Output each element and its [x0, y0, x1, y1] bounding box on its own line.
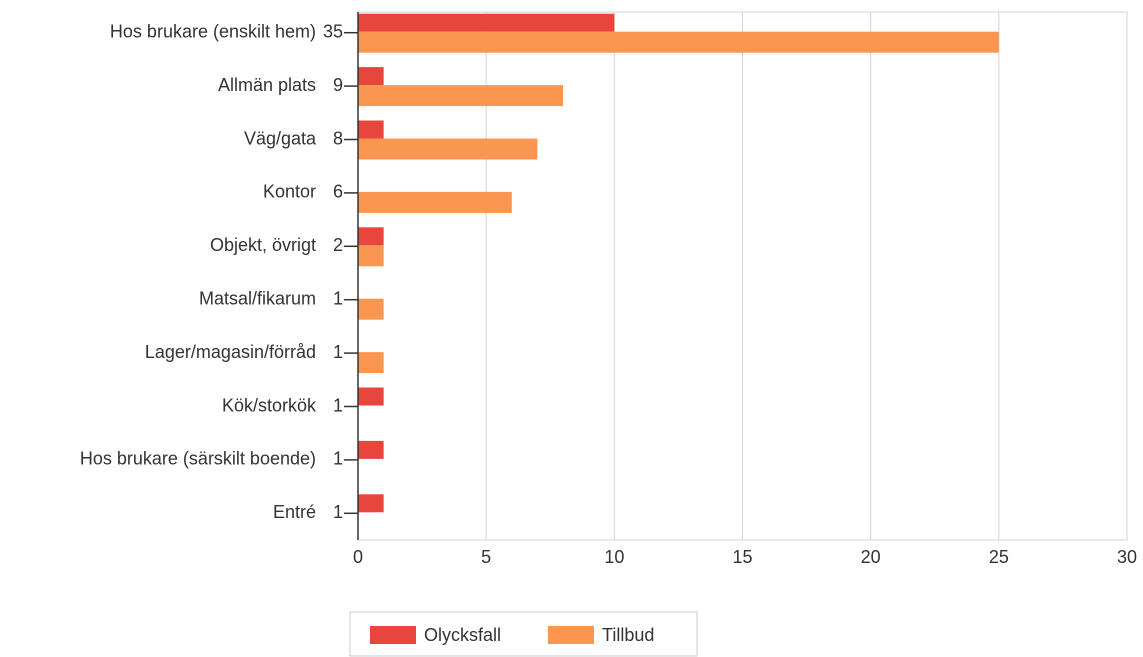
category-label: Matsal/fikarum	[199, 288, 316, 308]
category-label: Hos brukare (enskilt hem)	[110, 21, 316, 41]
bar	[358, 67, 384, 86]
category-total: 8	[333, 128, 343, 148]
category-label: Allmän plats	[218, 75, 316, 95]
legend-label: Olycksfall	[424, 625, 501, 645]
bar	[358, 494, 384, 513]
x-tick-label: 5	[481, 547, 491, 567]
category-label: Entré	[273, 502, 316, 522]
bar	[358, 245, 384, 267]
legend-swatch	[548, 626, 594, 644]
category-label: Hos brukare (särskilt boende)	[80, 449, 316, 469]
bar	[358, 191, 512, 213]
bar	[358, 138, 538, 160]
bar	[358, 298, 384, 320]
bar	[358, 440, 384, 459]
x-tick-label: 0	[353, 547, 363, 567]
bar	[358, 352, 384, 374]
legend-swatch	[370, 626, 416, 644]
bar	[358, 227, 384, 246]
category-total: 9	[333, 75, 343, 95]
x-tick-label: 25	[989, 547, 1009, 567]
category-total: 1	[333, 288, 343, 308]
x-tick-label: 30	[1117, 547, 1137, 567]
x-tick-label: 10	[604, 547, 624, 567]
x-tick-label: 15	[732, 547, 752, 567]
bar	[358, 85, 564, 107]
category-total: 1	[333, 449, 343, 469]
bar	[358, 31, 999, 53]
category-label: Kök/storkök	[222, 395, 317, 415]
category-label: Lager/magasin/förråd	[145, 342, 316, 362]
category-total: 1	[333, 395, 343, 415]
category-total: 1	[333, 342, 343, 362]
category-label: Objekt, övrigt	[210, 235, 316, 255]
bar	[358, 120, 384, 139]
category-total: 2	[333, 235, 343, 255]
x-tick-label: 20	[861, 547, 881, 567]
bar	[358, 387, 384, 406]
category-total: 1	[333, 502, 343, 522]
category-total: 35	[323, 21, 343, 41]
category-label: Väg/gata	[244, 128, 317, 148]
category-label: Kontor	[263, 182, 316, 202]
legend-label: Tillbud	[602, 625, 654, 645]
category-total: 6	[333, 182, 343, 202]
bar	[358, 13, 615, 32]
